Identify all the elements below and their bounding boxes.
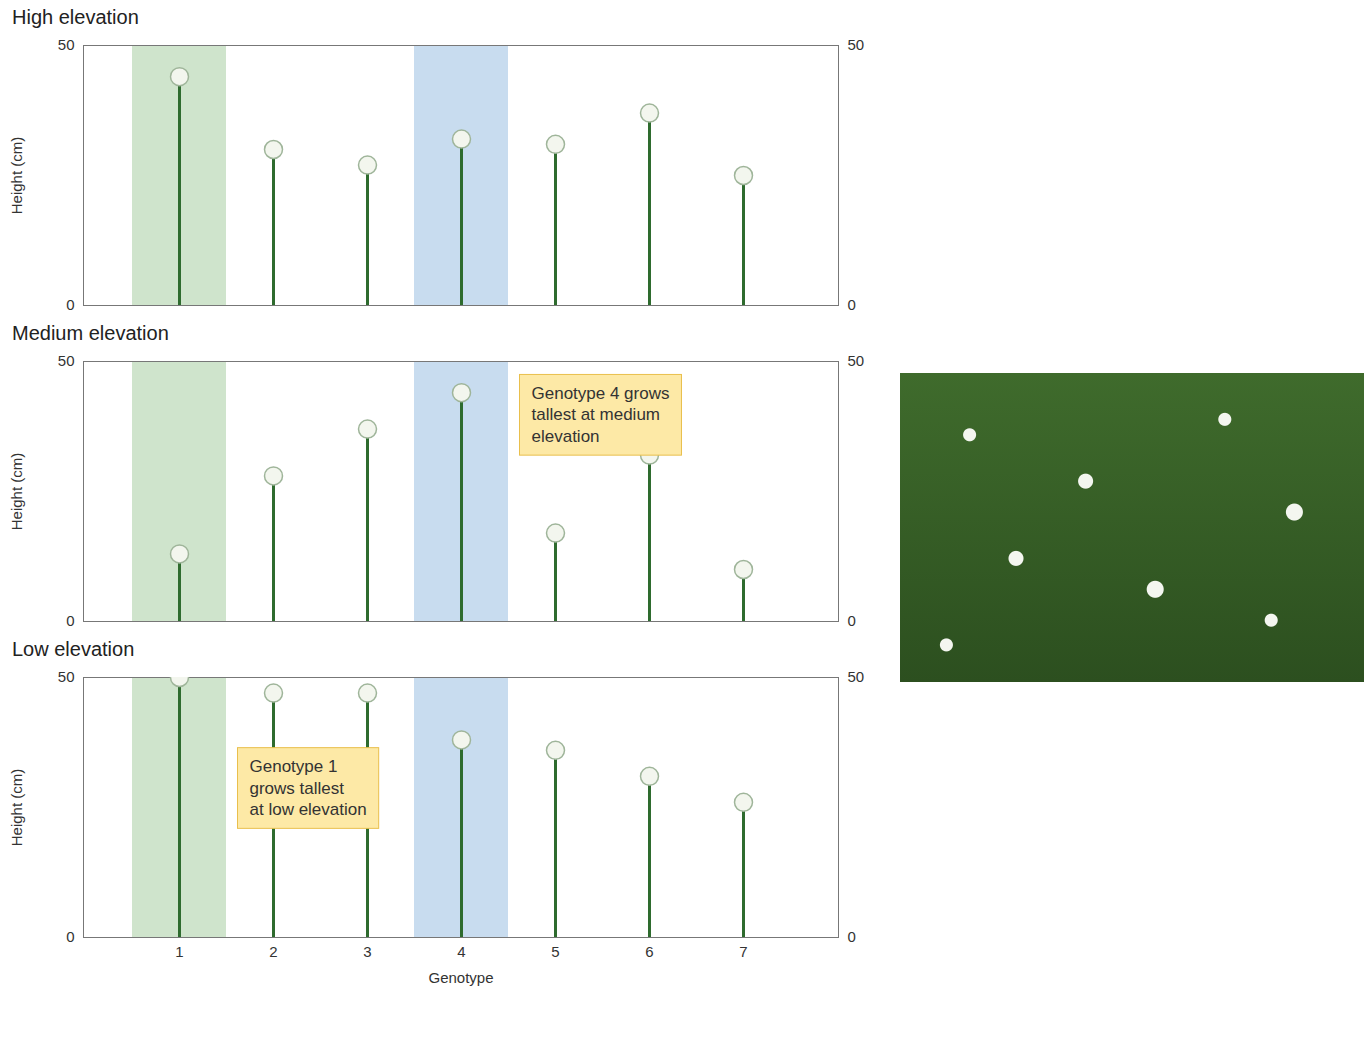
svg-text:50: 50 [58,36,75,53]
html-text:Medium elevation: Medium elevation [12,322,169,344]
svg-text:50: 50 [58,668,75,685]
svg-text:Height (cm): Height (cm) [8,453,25,531]
svg-text:0: 0 [848,612,856,629]
svg-text:0: 0 [66,928,74,945]
svg-text:1: 1 [175,943,183,960]
svg-text:50: 50 [848,352,865,369]
svg-text:Genotype 1grows tallestat low: Genotype 1grows tallestat low elevation [250,757,367,819]
svg-text:6: 6 [645,943,653,960]
svg-text:0: 0 [66,612,74,629]
svg-text:Height (cm): Height (cm) [8,769,25,847]
svg-text:Height (cm): Height (cm) [8,137,25,215]
svg-text:50: 50 [58,352,75,369]
html-text:Low elevation: Low elevation [12,638,135,660]
svg-text:5: 5 [551,943,559,960]
svg-text:7: 7 [739,943,747,960]
svg-text:Genotype: Genotype [428,969,493,986]
svg-text:4: 4 [457,943,465,960]
svg-text:0: 0 [848,296,856,313]
svg-text:Genotype 4 growstallest at med: Genotype 4 growstallest at mediumelevati… [532,384,670,446]
svg-text:0: 0 [848,928,856,945]
svg-text:0: 0 [66,296,74,313]
html-text:High elevation: High elevation [12,6,139,28]
svg-text:50: 50 [848,668,865,685]
svg-text:50: 50 [848,36,865,53]
svg-text:3: 3 [363,943,371,960]
svg-text:2: 2 [269,943,277,960]
